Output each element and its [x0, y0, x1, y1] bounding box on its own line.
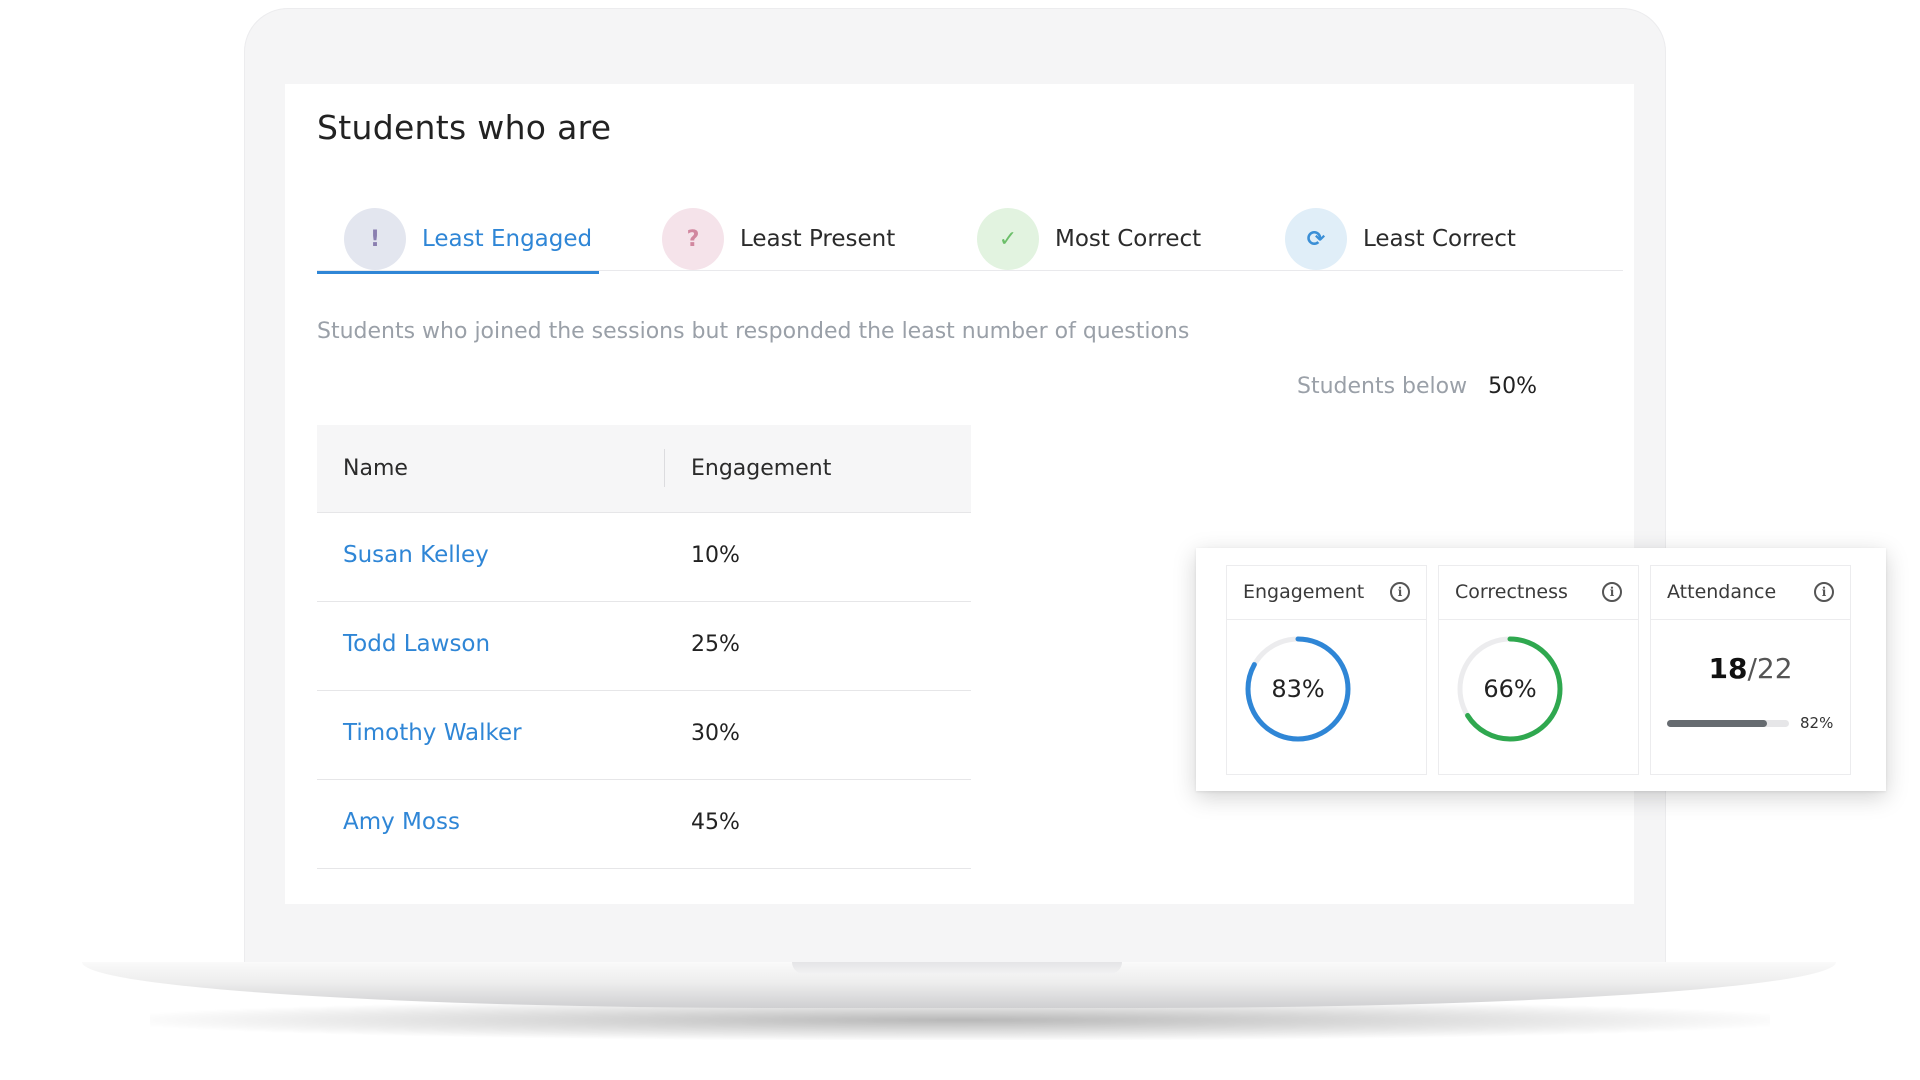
panel-title: Correctness: [1455, 581, 1568, 603]
engagement-percent: 83%: [1271, 675, 1325, 703]
engagement-value: 25%: [691, 632, 740, 657]
engagement-value: 10%: [691, 543, 740, 568]
info-icon[interactable]: i: [1814, 582, 1834, 602]
panel-header: Attendance i: [1651, 566, 1850, 620]
student-name-link[interactable]: Susan Kelley: [343, 542, 489, 568]
correctness-panel: Correctness i 66%: [1438, 565, 1639, 775]
attendance-bar-fill: [1667, 720, 1768, 727]
attendance-bar: [1667, 720, 1789, 727]
stats-card: Engagement i 83% Correctness i 66% Atten…: [1196, 548, 1886, 791]
panel-header: Engagement i: [1227, 566, 1426, 620]
panel-title: Engagement: [1243, 581, 1365, 603]
column-divider: [664, 449, 665, 487]
tab-label: Most Correct: [1055, 226, 1202, 252]
refresh-icon: ⟳: [1285, 208, 1347, 270]
engagement-value: 45%: [691, 810, 740, 835]
threshold-filter[interactable]: Students below 50%: [1297, 374, 1537, 399]
engagement-value: 30%: [691, 721, 740, 746]
attendance-present: 18: [1708, 652, 1748, 685]
info-icon[interactable]: i: [1602, 582, 1622, 602]
students-table: Name Engagement Susan Kelley 10% Todd La…: [317, 425, 971, 869]
info-icon[interactable]: i: [1390, 582, 1410, 602]
question-icon: ?: [662, 208, 724, 270]
attendance-panel: Attendance i 18/22 82%: [1650, 565, 1851, 775]
tab-description: Students who joined the sessions but res…: [317, 319, 1190, 344]
attendance-total: /22: [1747, 652, 1793, 685]
tab-label: Least Present: [740, 226, 896, 252]
student-name-link[interactable]: Todd Lawson: [343, 631, 491, 657]
student-name-link[interactable]: Timothy Walker: [343, 720, 522, 746]
page-title: Students who are: [317, 108, 612, 147]
threshold-label: Students below: [1297, 374, 1468, 399]
tab-least-correct[interactable]: ⟳ Least Correct: [1285, 207, 1516, 271]
ring-progress: [1245, 636, 1351, 742]
ring-progress: [1457, 636, 1563, 742]
column-header-name[interactable]: Name: [343, 456, 408, 481]
laptop-notch: [792, 962, 1122, 974]
table-row: Timothy Walker 30%: [317, 691, 971, 780]
engagement-ring: [1245, 636, 1351, 742]
check-icon: ✓: [977, 208, 1039, 270]
attendance-percent: 82%: [1800, 714, 1834, 732]
table-row: Amy Moss 45%: [317, 780, 971, 869]
tab-label: Least Engaged: [422, 226, 593, 252]
panel-header: Correctness i: [1439, 566, 1638, 620]
table-row: Susan Kelley 10%: [317, 513, 971, 602]
table-header: Name Engagement: [317, 425, 971, 513]
threshold-value[interactable]: 50%: [1488, 374, 1538, 399]
column-header-engagement[interactable]: Engagement: [691, 456, 832, 481]
tab-least-engaged[interactable]: ! Least Engaged: [317, 207, 599, 274]
tab-least-present[interactable]: ? Least Present: [662, 207, 895, 271]
engagement-panel: Engagement i 83%: [1226, 565, 1427, 775]
filter-tabs: ! Least Engaged ? Least Present ✓ Most C…: [317, 207, 1623, 274]
exclamation-icon: !: [344, 208, 406, 270]
tab-most-correct[interactable]: ✓ Most Correct: [977, 207, 1201, 271]
correctness-ring: [1457, 636, 1563, 742]
tab-label: Least Correct: [1363, 226, 1516, 252]
table-row: Todd Lawson 25%: [317, 602, 971, 691]
panel-title: Attendance: [1667, 581, 1777, 603]
correctness-percent: 66%: [1483, 675, 1537, 703]
student-name-link[interactable]: Amy Moss: [343, 809, 460, 835]
attendance-count: 18/22: [1651, 652, 1850, 685]
